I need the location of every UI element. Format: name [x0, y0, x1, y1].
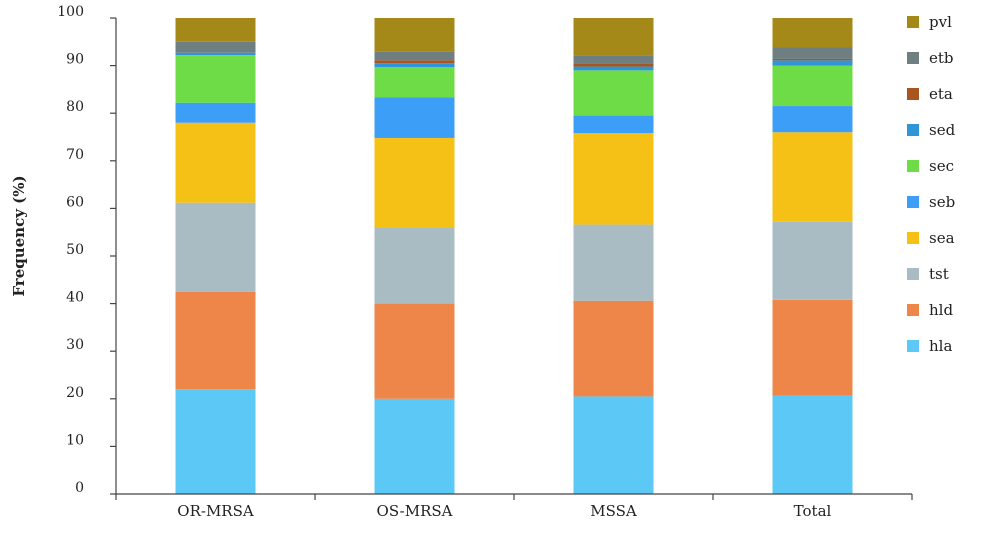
bar-segment-tst	[772, 221, 853, 300]
legend-item-sed: sed	[907, 121, 956, 139]
bar-segment-sed	[374, 63, 455, 68]
bar-segment-tst	[175, 202, 256, 292]
bar-segment-seb	[573, 115, 654, 134]
bar-segment-hla	[175, 389, 256, 494]
legend-item-sec: sec	[907, 157, 954, 175]
legend-swatch	[907, 160, 919, 172]
y-tick-label: 10	[66, 432, 84, 448]
bar-segment-tst	[374, 227, 455, 304]
y-tick-label: 0	[75, 480, 84, 496]
y-axis-label: Frequency (%)	[10, 175, 28, 296]
y-axis: 0 10 20 30 40 50 60 70 80 90 100	[57, 4, 117, 496]
x-tick-label: OS-MRSA	[377, 502, 453, 520]
legend-label: sed	[929, 121, 956, 139]
legend-item-pvl: pvl	[907, 13, 952, 31]
bar-segment-sec	[175, 55, 256, 103]
bar-segment-sed	[772, 60, 853, 66]
bar-segment-pvl	[772, 18, 853, 48]
legend-swatch	[907, 268, 919, 280]
y-tick-label: 50	[66, 242, 84, 258]
x-tick-label: MSSA	[590, 502, 637, 520]
legend-item-eta: eta	[907, 85, 953, 103]
bar-segment-hla	[573, 396, 654, 494]
bar-segment-etb	[772, 47, 853, 59]
bar-segment-etb	[573, 55, 654, 64]
legend-label: seb	[929, 193, 955, 211]
bar-segment-eta	[374, 60, 455, 64]
legend-item-seb: seb	[907, 193, 955, 211]
legend-label: sea	[929, 229, 955, 247]
y-tick-label: 30	[66, 337, 84, 353]
x-axis: OR-MRSA OS-MRSA MSSA Total	[115, 493, 913, 520]
legend-label: etb	[929, 49, 954, 67]
legend-label: tst	[929, 265, 949, 283]
bar-segment-sec	[772, 65, 853, 107]
y-tick-label: 40	[66, 290, 84, 306]
bar-segment-hld	[175, 291, 256, 390]
legend-item-hla: hla	[907, 337, 952, 355]
legend-label: eta	[929, 85, 953, 103]
bar-segment-hla	[772, 395, 853, 494]
bar-segment-hld	[374, 303, 455, 399]
bar-segment-sea	[175, 122, 256, 203]
bar-segment-sec	[374, 67, 455, 98]
legend-swatch	[907, 88, 919, 100]
legend-swatch	[907, 52, 919, 64]
bar-segment-tst	[573, 224, 654, 301]
bar-segment-hld	[772, 299, 853, 396]
legend-swatch	[907, 304, 919, 316]
bar-segment-etb	[175, 41, 256, 53]
bar-segment-hld	[573, 300, 654, 397]
y-tick-label: 70	[66, 147, 84, 163]
legend-label: hld	[929, 301, 953, 319]
bar-segment-eta	[573, 63, 654, 67]
bar-stack-os-mrsa	[374, 18, 455, 494]
bars	[175, 18, 853, 494]
bar-stack-or-mrsa	[175, 18, 256, 494]
bar-segment-eta	[772, 58, 853, 61]
bar-segment-sed	[573, 66, 654, 71]
legend-label: hla	[929, 337, 952, 355]
legend-swatch	[907, 124, 919, 136]
x-tick-label: Total	[794, 502, 832, 520]
bar-stack-total	[772, 18, 853, 494]
y-tick-label: 20	[66, 385, 84, 401]
legend-swatch	[907, 16, 919, 28]
legend-swatch	[907, 340, 919, 352]
legend-label: pvl	[929, 13, 952, 31]
legend-item-hld: hld	[907, 301, 953, 319]
bar-segment-seb	[772, 106, 853, 133]
y-tick-label: 60	[66, 194, 84, 210]
legend-label: sec	[929, 157, 954, 175]
y-tick-label: 80	[66, 99, 84, 115]
bar-segment-seb	[374, 97, 455, 138]
bar-segment-sec	[573, 70, 654, 116]
bar-segment-sea	[573, 133, 654, 225]
bar-segment-sea	[374, 137, 455, 228]
bar-segment-etb	[374, 51, 455, 61]
bar-stack-mssa	[573, 18, 654, 494]
bar-segment-pvl	[175, 18, 256, 42]
x-tick-label: OR-MRSA	[177, 502, 254, 520]
bar-segment-pvl	[573, 18, 654, 56]
y-tick-label: 90	[66, 52, 84, 68]
bar-segment-seb	[175, 102, 256, 123]
legend: pvl etb eta sed sec seb sea tst hld hla	[907, 13, 956, 355]
y-tick-label: 100	[57, 4, 84, 20]
bar-segment-pvl	[374, 18, 455, 52]
legend-item-sea: sea	[907, 229, 955, 247]
legend-item-etb: etb	[907, 49, 954, 67]
legend-swatch	[907, 196, 919, 208]
bar-segment-sea	[772, 132, 853, 222]
legend-item-tst: tst	[907, 265, 949, 283]
bar-segment-hla	[374, 398, 455, 494]
legend-swatch	[907, 232, 919, 244]
bar-segment-sed	[175, 52, 256, 56]
